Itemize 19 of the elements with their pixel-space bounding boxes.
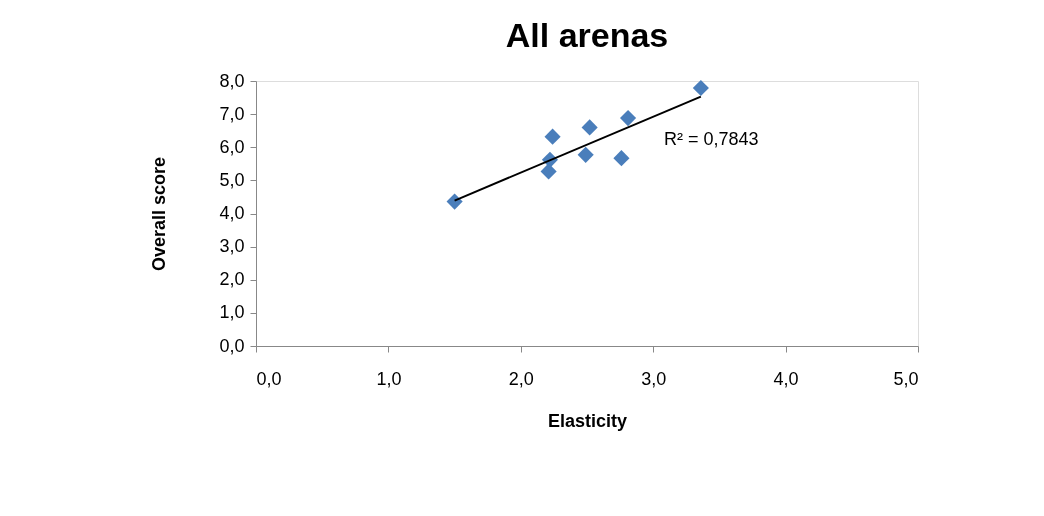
y-tick-label: 7,0 [219,103,245,124]
x-tick-label: 4,0 [773,368,799,389]
y-tick-label: 0,0 [219,335,245,356]
chart-title: All arenas [505,16,669,54]
annotation: R² = 0,7843 [664,129,759,149]
y-tick-label: 6,0 [219,136,245,157]
x-tick-label: 5,0 [893,368,919,389]
y-tick-label: 3,0 [219,236,245,257]
x-tick-label: 3,0 [641,368,667,389]
y-axis-title: Overall score [149,156,170,272]
y-tick-label: 5,0 [219,169,245,190]
x-tick-label: 0,0 [256,368,282,389]
y-tick-label: 4,0 [219,203,245,223]
y-tick-label: 2,0 [219,269,245,290]
x-tick-label: 1,0 [376,368,402,389]
y-tick-label: 8,0 [219,70,245,91]
y-tick-label: 1,0 [219,302,245,323]
x-axis-title: Elasticity [547,410,628,431]
x-tick-label: 2,0 [508,368,534,389]
